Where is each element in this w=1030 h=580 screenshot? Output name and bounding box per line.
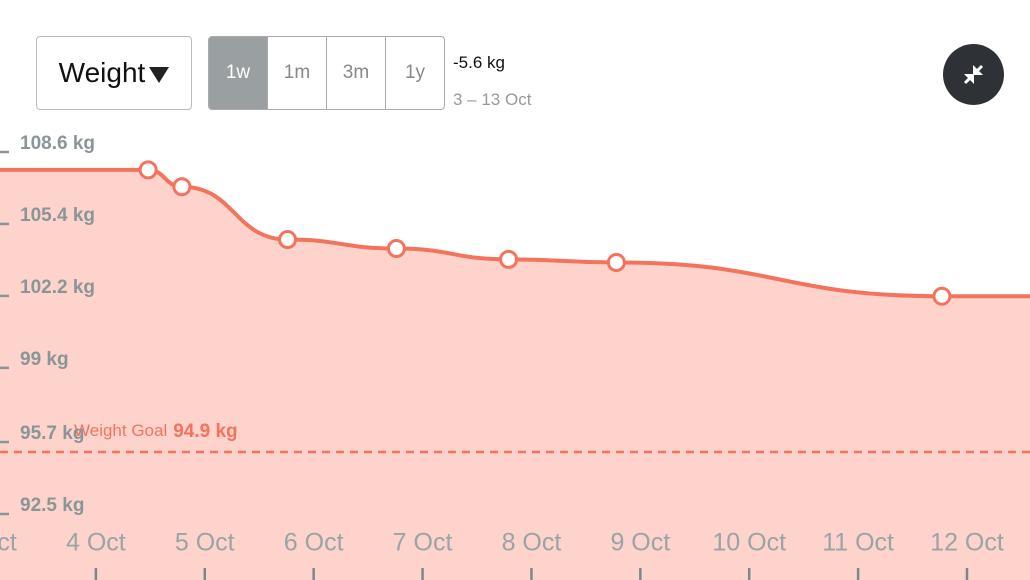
y-tick-label: 99 kg	[20, 349, 69, 370]
x-tick-label: 5 Oct	[175, 529, 235, 557]
data-point	[138, 160, 158, 180]
metric-label: Weight	[58, 57, 146, 88]
x-tick-label: 6 Oct	[284, 529, 344, 557]
x-tick-label: 9 Oct	[610, 529, 670, 557]
y-tick-label: 108.6 kg	[20, 133, 95, 154]
data-point	[606, 252, 626, 272]
data-point	[932, 286, 952, 306]
x-tick-label: 7 Oct	[393, 529, 453, 557]
goal-text: Weight Goal	[74, 422, 167, 441]
goal-label: Weight Goal 94.9 kg	[74, 421, 238, 442]
collapse-icon	[963, 64, 984, 85]
weight-line	[147, 167, 942, 299]
period-button[interactable]: 3m	[326, 37, 385, 109]
y-tick-label: 102.2 kg	[20, 277, 95, 298]
y-tick-label: 92.5 kg	[20, 495, 84, 516]
x-tick-label: 12 Oct	[930, 529, 1004, 557]
data-point	[386, 239, 406, 259]
data-point	[278, 230, 298, 250]
dropdown-arrow	[149, 67, 170, 83]
metric-dropdown[interactable]: Weight	[36, 36, 192, 110]
y-tick-label: 95.7 kg	[20, 423, 84, 444]
date-range: 3 – 13 Oct	[453, 90, 532, 109]
x-tick-label: 10 Oct	[712, 529, 786, 557]
period-selector: 1w 1m 3m 1y	[208, 36, 445, 110]
x-tick-label: 8 Oct	[502, 529, 562, 557]
x-tick-label: 11 Oct	[822, 529, 894, 557]
period-button[interactable]: 1m	[267, 37, 326, 109]
period-button[interactable]: 1w	[209, 37, 267, 109]
data-point	[172, 177, 192, 197]
data-point	[499, 249, 519, 269]
x-tick-label: 3 Oct	[0, 529, 17, 557]
x-tick-label: 4 Oct	[66, 529, 126, 557]
y-tick-label: 105.4 kg	[20, 205, 95, 226]
collapse-button[interactable]	[943, 44, 1004, 105]
goal-value: 94.9 kg	[173, 421, 237, 442]
weight-change: -5.6 kg	[453, 53, 505, 72]
area	[0, 169, 1030, 580]
period-button[interactable]: 1y	[385, 37, 444, 109]
